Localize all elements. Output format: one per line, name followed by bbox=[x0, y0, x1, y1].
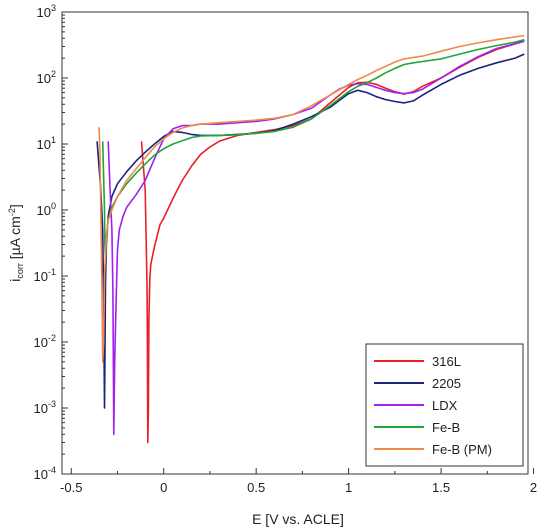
series-line-fe-b-pm bbox=[98, 34, 525, 363]
y-tick-label: 103 bbox=[37, 3, 56, 20]
y-axis-label: icorr [µA cm-2] bbox=[7, 204, 25, 282]
y-tick-label: 10-1 bbox=[34, 267, 56, 284]
x-axis-ticks: -0.5 0 0.5 1 1.5 2 bbox=[60, 468, 537, 495]
y-tick-label: 10-3 bbox=[34, 399, 56, 416]
x-tick-label: 0.5 bbox=[247, 480, 265, 495]
legend-label: LDX bbox=[432, 398, 458, 413]
legend-label: 316L bbox=[432, 354, 461, 369]
series-line-fe-b bbox=[101, 38, 525, 257]
x-tick-label: 1 bbox=[345, 480, 352, 495]
x-tick-label: 1.5 bbox=[432, 480, 450, 495]
y-tick-label: 10-4 bbox=[34, 465, 56, 482]
legend-label: Fe-B bbox=[432, 420, 460, 435]
y-tick-label: 102 bbox=[37, 69, 56, 86]
series-lines bbox=[96, 34, 525, 444]
x-tick-label: 0 bbox=[160, 480, 167, 495]
x-axis-label: E [V vs. ACLE] bbox=[252, 511, 344, 527]
legend: 316L 2205 LDX Fe-B Fe-B (PM) bbox=[365, 343, 524, 467]
series-line-ldx bbox=[107, 40, 525, 436]
legend-label: Fe-B (PM) bbox=[432, 442, 492, 457]
plot-frame bbox=[61, 11, 529, 475]
legend-label: 2205 bbox=[432, 376, 461, 391]
y-tick-label: 101 bbox=[37, 135, 56, 152]
y-tick-label: 10-2 bbox=[34, 333, 56, 350]
y-tick-label: 100 bbox=[37, 201, 56, 218]
x-tick-label: 2 bbox=[530, 480, 537, 495]
y-axis-ticks: 10-4 10-3 10-2 10-1 100 101 102 103 bbox=[34, 3, 68, 482]
x-tick-label: -0.5 bbox=[60, 480, 82, 495]
